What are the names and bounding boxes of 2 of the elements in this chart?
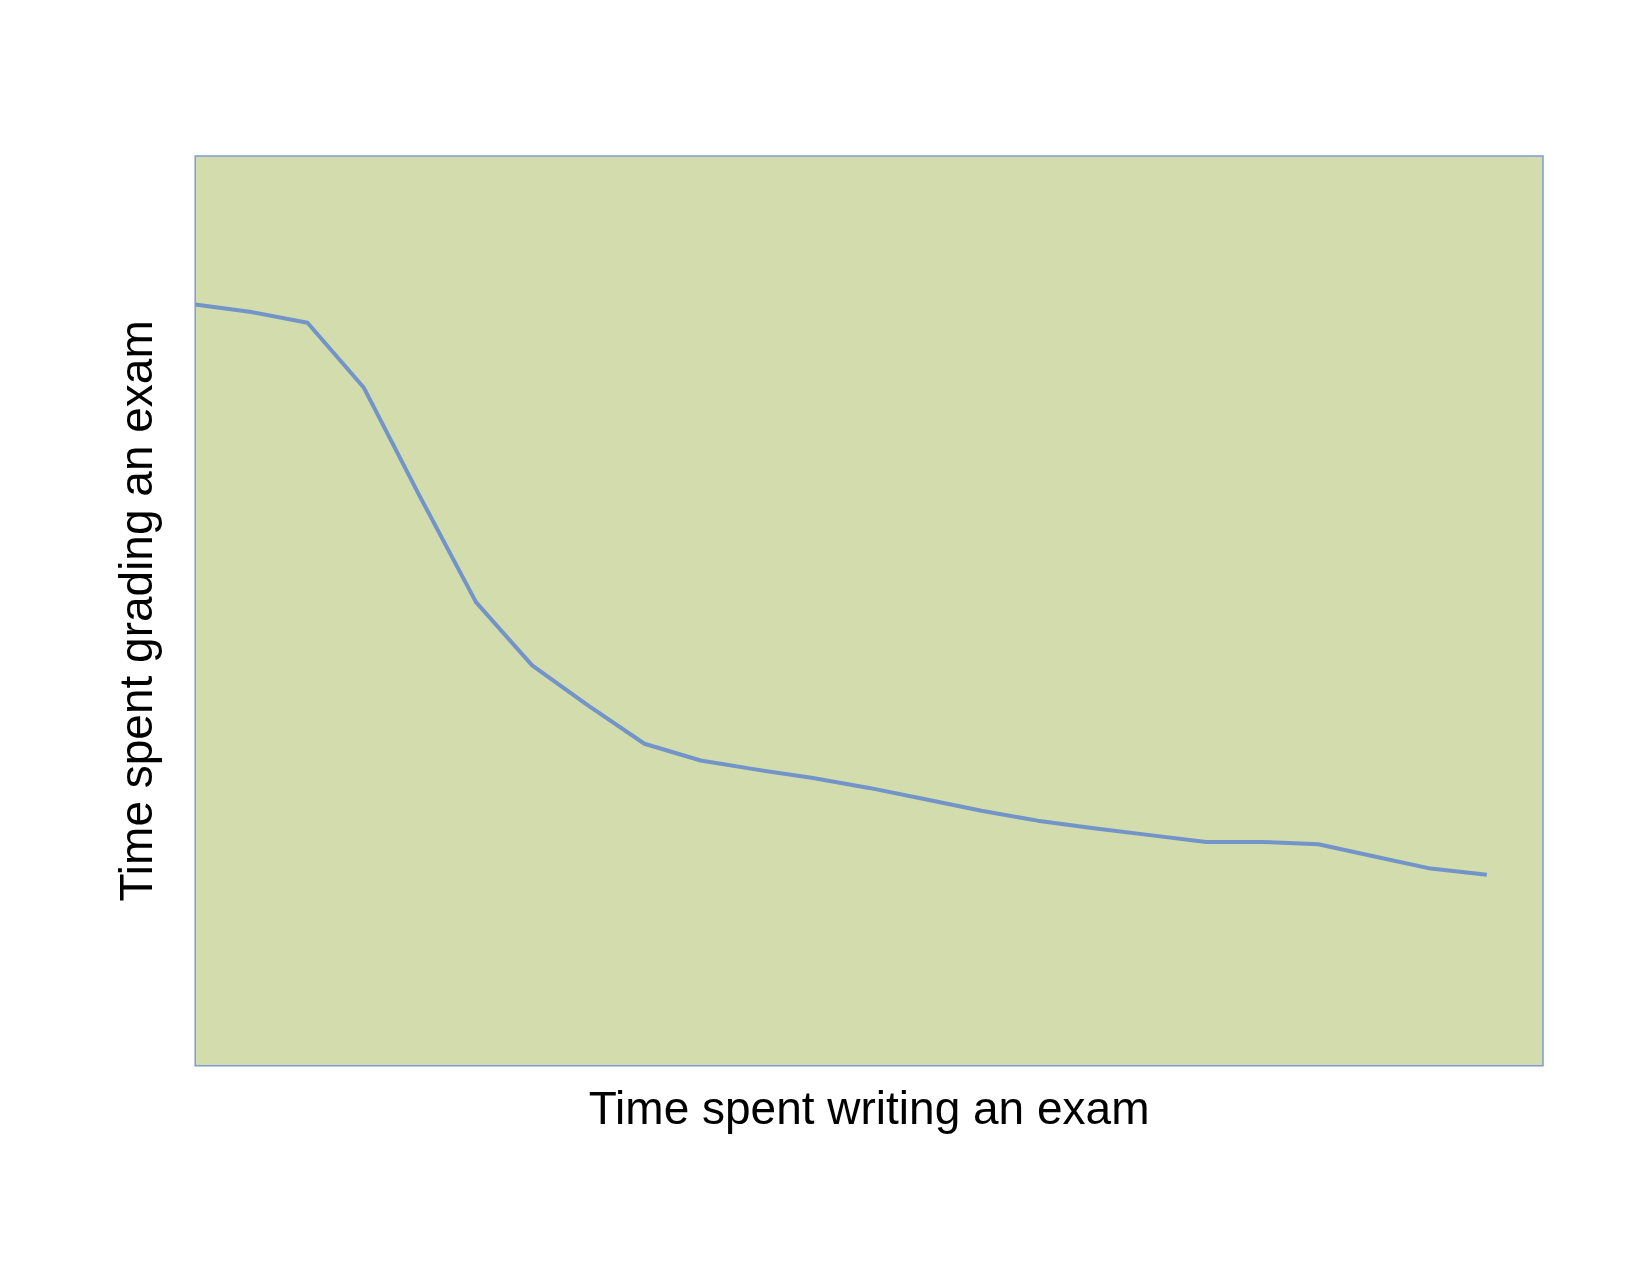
y-axis-title: Time spent grading an exam — [110, 320, 163, 902]
x-axis-title: Time spent writing an exam — [588, 1082, 1150, 1135]
